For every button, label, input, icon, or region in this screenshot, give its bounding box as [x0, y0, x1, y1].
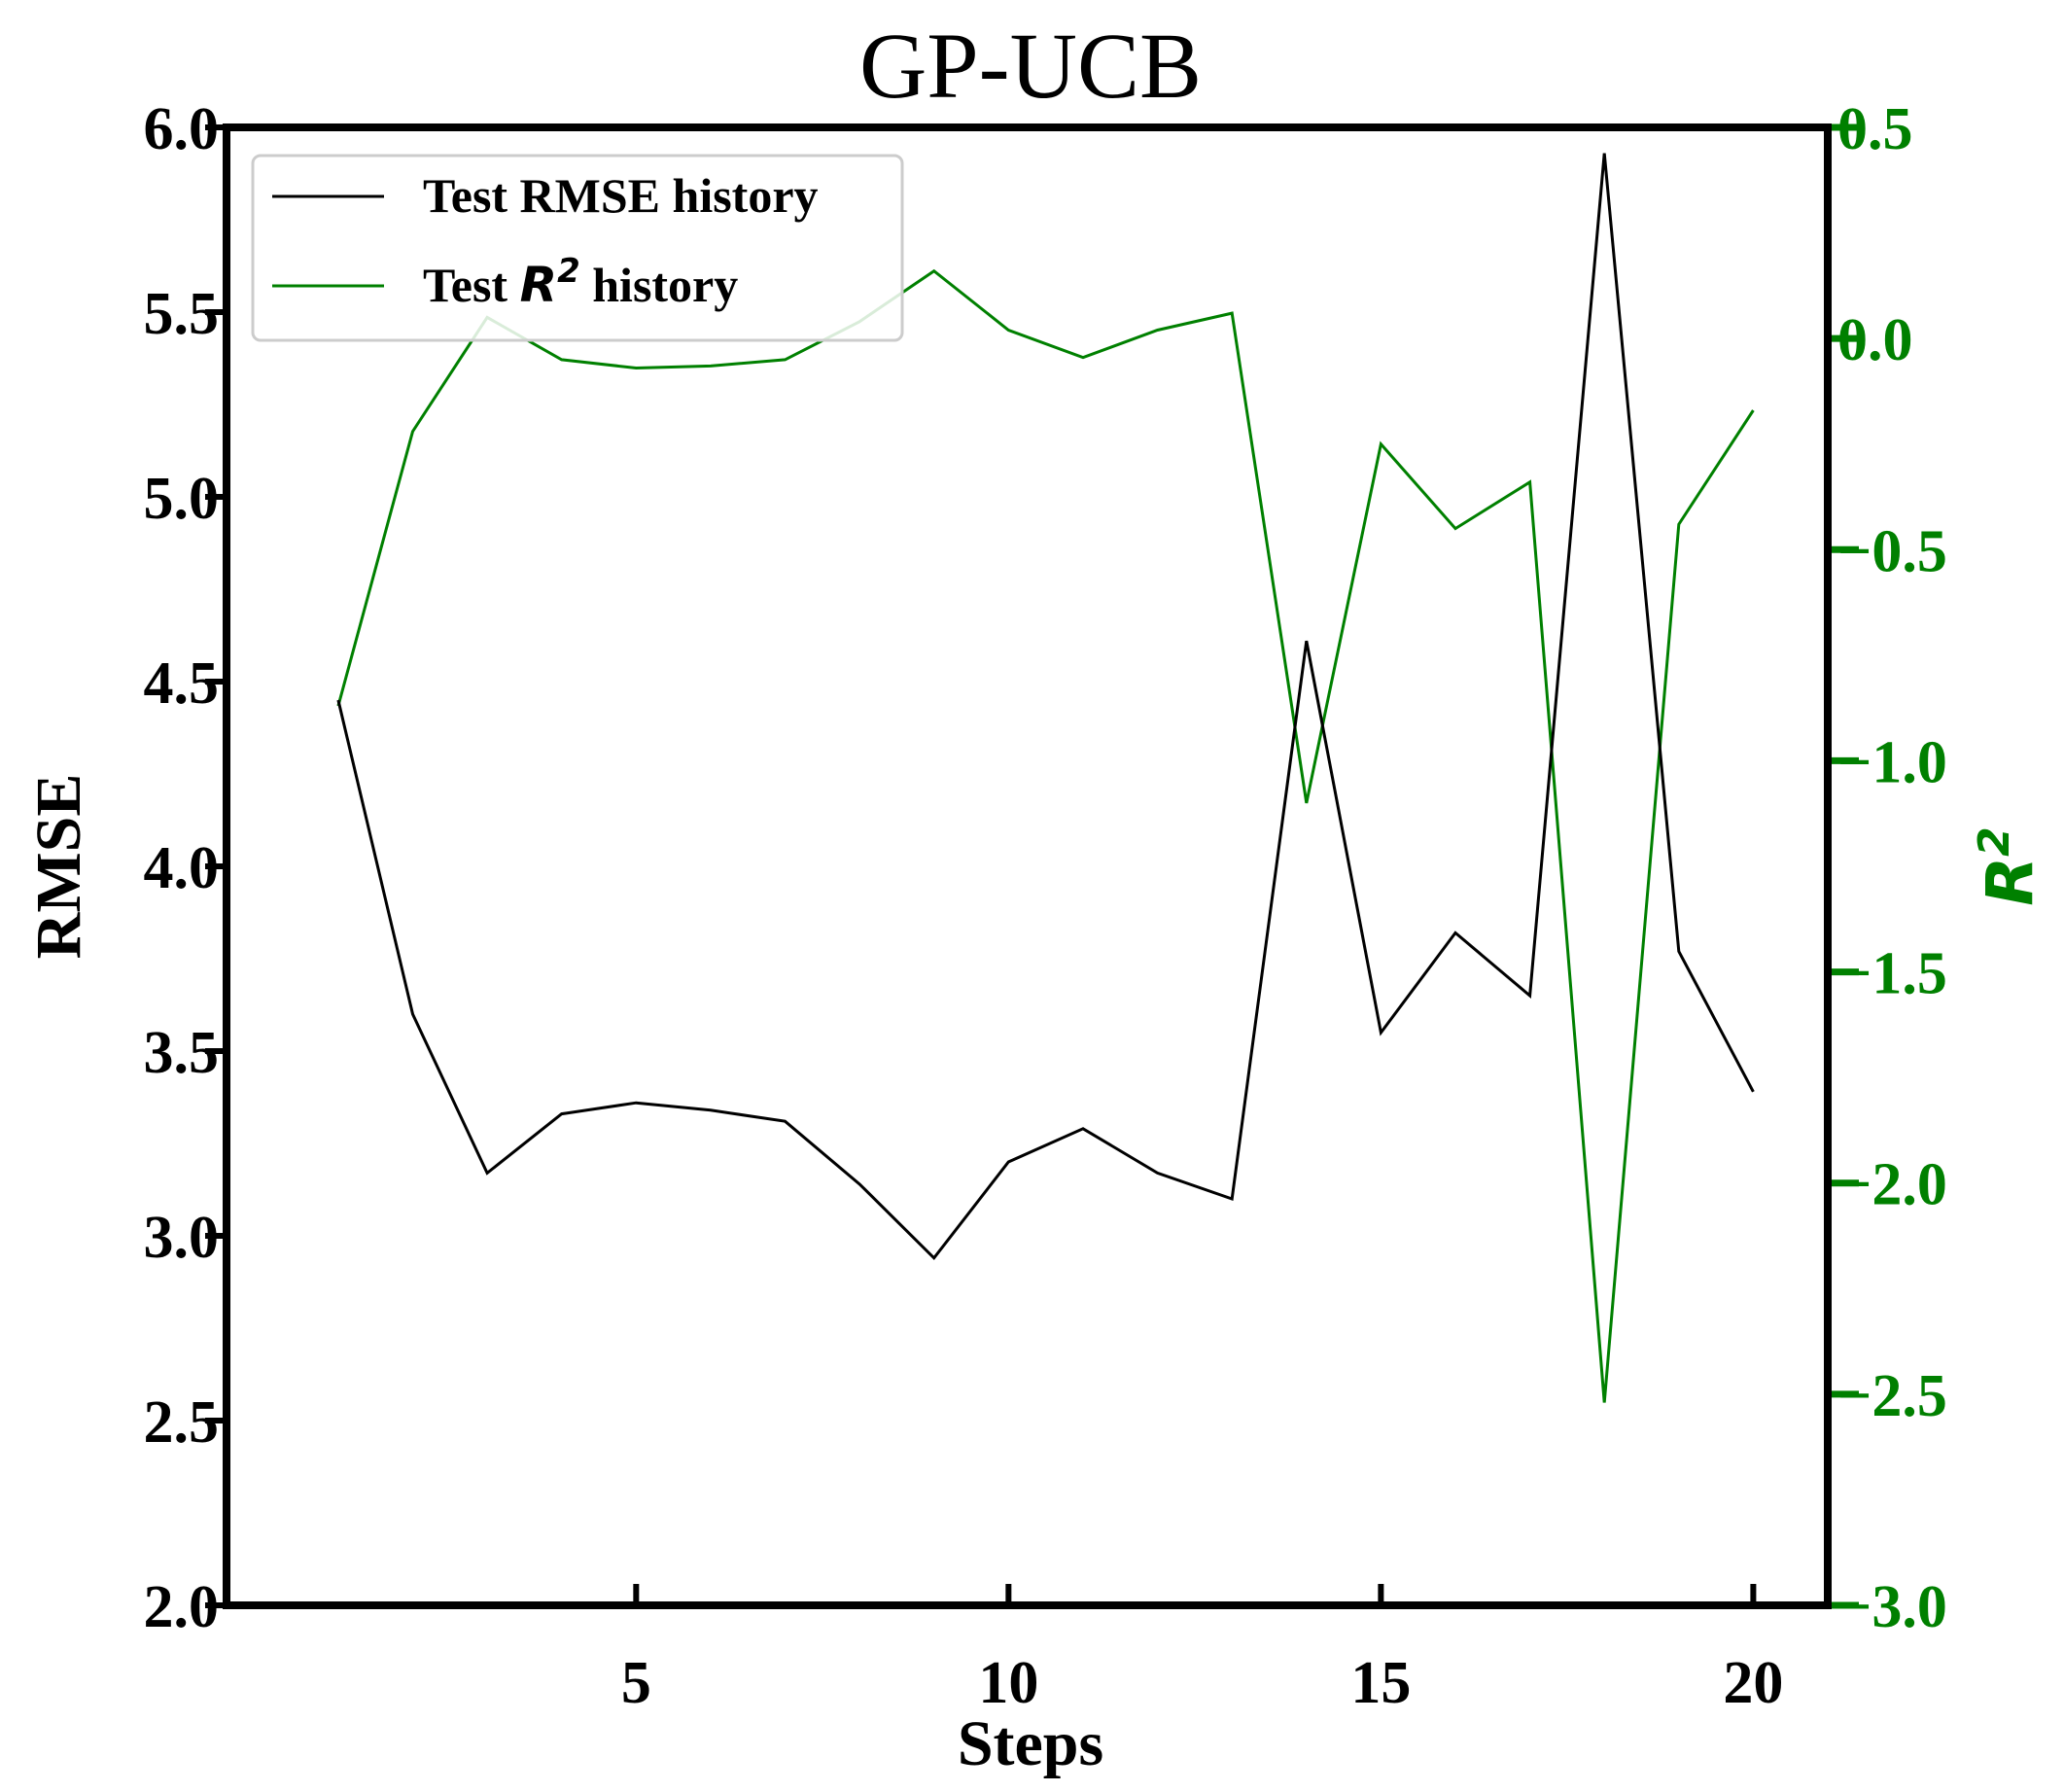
- y-axis-label-right: R2: [1970, 826, 2047, 905]
- x-tick-label: 10: [978, 1650, 1038, 1716]
- legend: Test RMSE history Test R2 history: [251, 154, 904, 342]
- y-tick-label-left: 2.0: [144, 1574, 220, 1640]
- y-tick-label-right: 0.5: [1837, 96, 1913, 162]
- legend-label-r2: Test R2 history: [423, 252, 738, 313]
- legend-label-r2-symbol: R: [520, 257, 558, 313]
- y-tick-label-right: 0.0: [1837, 307, 1913, 373]
- y-tick-label-right: −2.5: [1837, 1363, 1947, 1429]
- series-layer: [336, 153, 1755, 1403]
- legend-label-r2-prefix: Test: [423, 258, 520, 312]
- y-tick-label-right: −1.0: [1837, 729, 1947, 795]
- y-tick-label-left: 4.0: [144, 835, 220, 901]
- chart-title: GP-UCB: [859, 14, 1202, 118]
- y-tick-label-left: 3.0: [144, 1205, 220, 1271]
- legend-label-rmse: Test RMSE history: [423, 168, 819, 223]
- y-tick-label-left: 4.5: [144, 650, 220, 717]
- legend-label-r2-superscript: 2: [557, 252, 580, 291]
- x-axis-label: Steps: [958, 1708, 1103, 1779]
- y-tick-label-left: 6.0: [144, 96, 220, 162]
- legend-box: [251, 154, 904, 342]
- y-tick-label-right: −1.5: [1837, 941, 1947, 1007]
- x-tick-label: 20: [1723, 1650, 1783, 1716]
- y-tick-label-right: −2.0: [1837, 1152, 1947, 1218]
- y-tick-label-right: −0.5: [1837, 518, 1947, 584]
- y-axis-label-left: RMSE: [23, 774, 94, 960]
- y-tick-label-right: −3.0: [1837, 1574, 1947, 1640]
- y-tick-label-left: 3.5: [144, 1020, 220, 1086]
- x-tick-label: 5: [621, 1650, 651, 1716]
- series-line-r2: [336, 268, 1755, 1403]
- series-line-rmse: [336, 153, 1755, 1261]
- y-axis-label-right-symbol: R: [1973, 857, 2047, 906]
- ticks-layer: 5 10 15 20 2.0 2.5 3.0 3.5 4.0 4.5 5.0 5.5 6.0 −3.0 −2…: [144, 96, 1947, 1716]
- y-tick-label-left: 5.5: [144, 281, 220, 347]
- legend-label-r2-suffix: history: [580, 258, 739, 312]
- y-tick-label-left: 2.5: [144, 1389, 220, 1456]
- y-axis-label-right-superscript: 2: [1970, 826, 2019, 857]
- y-tick-label-left: 5.0: [144, 466, 220, 532]
- x-tick-label: 15: [1350, 1650, 1411, 1716]
